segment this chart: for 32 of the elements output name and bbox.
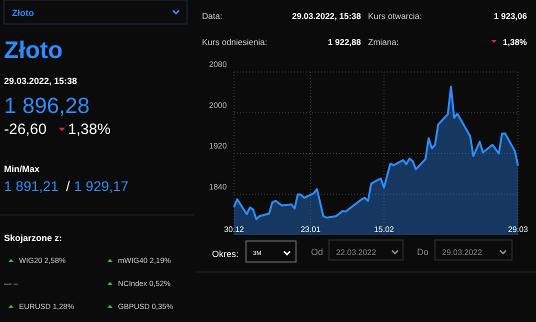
text: 1 922,88 — [328, 37, 362, 47]
text: 1,38% — [68, 121, 111, 138]
text: Data: — [202, 11, 222, 21]
text: Złoto — [4, 37, 63, 64]
text: Kurs otwarcia: — [368, 11, 422, 21]
text: 29.03.2022 — [442, 248, 483, 257]
x-tick-label: 30.12 — [224, 225, 245, 234]
text: 29.03.2022, 15:38 — [292, 11, 362, 21]
text: Skojarzone z: — [4, 233, 62, 243]
y-tick-label: 1840 — [209, 182, 228, 192]
x-tick-label: 23.01 — [300, 225, 322, 234]
text: Min/Max — [4, 164, 40, 174]
text: 1,38% — [502, 37, 528, 47]
text: Od — [311, 247, 324, 257]
text: 22.03.2022 — [336, 248, 377, 257]
text: -26,60 — [4, 121, 47, 138]
text: Okres: — [212, 249, 239, 259]
text: 29.03.2022, 15:38 — [4, 76, 78, 86]
y-tick-label: 2000 — [209, 100, 228, 110]
text: Złoto — [12, 8, 34, 18]
y-tick-label: 2080 — [209, 60, 228, 69]
text: Kurs odniesienia: — [202, 37, 268, 47]
text: 1 923,06 — [494, 11, 528, 21]
text: Do — [417, 247, 429, 257]
text: Zmiana: — [368, 37, 399, 47]
x-tick-label: 15.02 — [374, 225, 395, 234]
text: 1 891,21 — [4, 178, 59, 194]
text: / — [66, 178, 70, 194]
x-tick-label: 29.03 — [508, 225, 529, 234]
y-tick-label: 1920 — [209, 142, 228, 150]
text: 1 929,17 — [74, 178, 129, 194]
text: 1 896,28 — [4, 93, 90, 118]
